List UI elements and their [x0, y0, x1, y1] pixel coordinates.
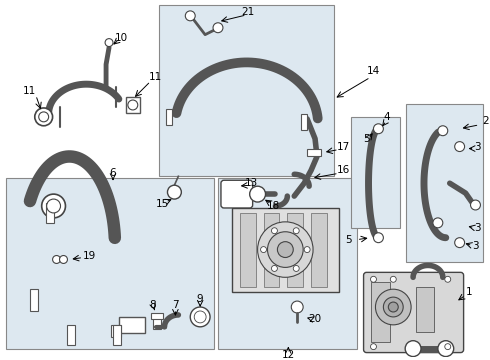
Text: 20: 20 — [309, 314, 321, 324]
Text: 11: 11 — [23, 86, 36, 96]
Text: 8: 8 — [149, 300, 156, 310]
FancyBboxPatch shape — [221, 180, 253, 208]
Bar — [68, 325, 75, 345]
Circle shape — [185, 11, 195, 21]
Circle shape — [455, 141, 465, 152]
Text: 19: 19 — [83, 251, 96, 261]
Circle shape — [261, 247, 267, 253]
Bar — [406, 104, 484, 262]
Bar — [232, 208, 339, 292]
Text: 1: 1 — [466, 287, 473, 297]
Circle shape — [190, 307, 210, 327]
Circle shape — [271, 265, 277, 271]
Text: 17: 17 — [337, 141, 350, 152]
Circle shape — [268, 232, 303, 267]
Circle shape — [271, 228, 277, 234]
Circle shape — [250, 186, 266, 202]
Circle shape — [373, 233, 383, 243]
Circle shape — [213, 23, 223, 33]
Circle shape — [293, 265, 299, 271]
Bar — [126, 97, 140, 113]
Text: 3: 3 — [474, 223, 481, 233]
Circle shape — [389, 302, 398, 312]
Circle shape — [291, 301, 303, 313]
Circle shape — [128, 100, 138, 110]
Bar — [167, 109, 172, 125]
Text: 3: 3 — [472, 240, 479, 251]
Bar — [264, 213, 279, 287]
Text: 6: 6 — [110, 168, 116, 178]
Bar — [30, 289, 38, 311]
Circle shape — [433, 218, 443, 228]
Text: 5: 5 — [345, 235, 352, 245]
Bar — [287, 213, 303, 287]
Circle shape — [59, 256, 68, 264]
Text: 12: 12 — [282, 350, 295, 360]
Bar — [150, 313, 163, 319]
Circle shape — [438, 126, 448, 136]
Circle shape — [293, 228, 299, 234]
Circle shape — [105, 39, 113, 46]
Text: 11: 11 — [149, 72, 162, 82]
Circle shape — [370, 344, 376, 350]
Bar — [218, 178, 357, 348]
Text: 3: 3 — [474, 141, 481, 152]
Circle shape — [438, 341, 454, 356]
Bar — [301, 114, 307, 130]
Bar — [152, 315, 161, 329]
Text: 18: 18 — [267, 201, 280, 211]
Bar — [307, 149, 321, 157]
Circle shape — [375, 289, 411, 325]
Bar — [159, 5, 334, 176]
Circle shape — [373, 124, 383, 134]
Bar — [311, 213, 327, 287]
Circle shape — [277, 242, 293, 257]
Text: 15: 15 — [156, 199, 169, 209]
Bar — [416, 287, 434, 332]
Bar — [111, 325, 121, 337]
Bar — [113, 325, 121, 345]
Circle shape — [304, 247, 310, 253]
Bar — [119, 317, 145, 333]
Circle shape — [470, 200, 480, 210]
Text: 5: 5 — [363, 134, 370, 144]
Text: 2: 2 — [482, 116, 489, 126]
Circle shape — [258, 222, 313, 277]
Bar — [240, 213, 256, 287]
Circle shape — [194, 311, 206, 323]
Bar — [351, 117, 400, 228]
Circle shape — [405, 341, 421, 356]
Text: 7: 7 — [172, 300, 179, 310]
Text: 14: 14 — [367, 66, 380, 76]
Circle shape — [383, 297, 403, 317]
Circle shape — [445, 276, 451, 282]
Circle shape — [168, 185, 181, 199]
Circle shape — [445, 344, 451, 350]
Circle shape — [455, 238, 465, 248]
Circle shape — [391, 276, 396, 282]
Circle shape — [39, 112, 49, 122]
Bar — [370, 282, 391, 342]
Text: 16: 16 — [337, 165, 350, 175]
FancyBboxPatch shape — [364, 273, 464, 352]
Text: 9: 9 — [197, 294, 203, 304]
Bar — [46, 203, 53, 223]
Text: 10: 10 — [114, 33, 127, 42]
Text: 4: 4 — [383, 112, 390, 122]
Text: 21: 21 — [241, 7, 254, 17]
Circle shape — [47, 199, 60, 213]
Circle shape — [52, 256, 60, 264]
Bar — [6, 178, 214, 348]
Circle shape — [42, 194, 66, 218]
Circle shape — [35, 108, 52, 126]
Circle shape — [370, 276, 376, 282]
Text: 13: 13 — [245, 178, 258, 188]
